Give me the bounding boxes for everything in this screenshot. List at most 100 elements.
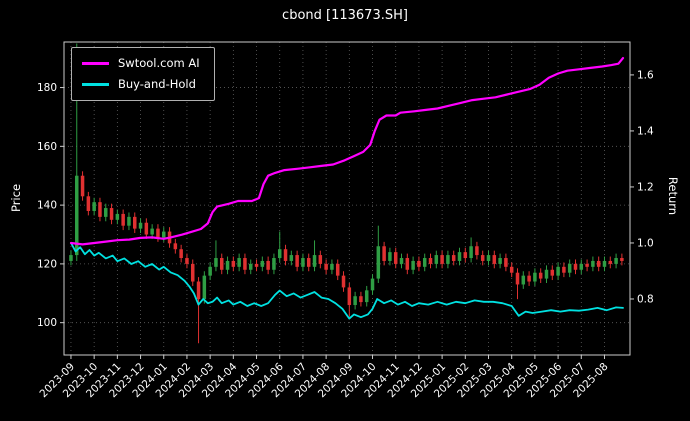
candle-body [237,258,241,267]
candle-body [109,208,114,220]
candle-body [440,255,444,264]
left-tick-label: 100 [37,317,57,329]
candle-body [498,258,502,264]
candle-body [469,246,473,259]
candle-body [370,278,375,291]
candle-body [127,216,131,226]
candle-body [185,258,189,264]
ai-line-swatch [82,61,109,65]
candle-body [359,296,363,303]
legend-label-ai: Swtool.com AI [118,56,200,70]
candle-body [492,255,497,264]
candle-body [428,258,433,264]
candle-body [533,272,537,282]
candle-body [98,202,102,217]
candle-body [190,263,195,282]
plot-border [63,41,631,356]
right-tick-label: 0.8 [637,293,654,305]
candle-body [324,263,328,270]
candle-body [341,275,346,288]
candle-body [411,260,415,270]
candle-body [219,258,224,270]
candle-body [544,269,549,279]
candle-body [266,260,270,270]
candle-body [86,196,91,211]
ai-return-line [69,56,625,246]
candle-body [335,263,340,276]
candle-body [214,258,218,267]
candle-body [272,258,276,270]
candle-body [579,263,584,270]
candle-body [446,255,450,264]
right-tick-label: 1.0 [637,237,654,249]
right-tick-label: 1.6 [637,69,654,81]
candle-body [463,252,468,259]
candle-body [434,255,439,264]
candle-body [156,228,160,238]
candle-body [614,258,618,264]
axis-ticks-and-labels: 1001201401601800.81.01.21.41.62023-09202… [37,69,654,400]
candle-body [289,255,294,261]
legend-label-bh: Buy-and-Hold [118,77,196,91]
candle-body [312,255,317,267]
candle-body [509,266,514,273]
candle-body [538,272,543,279]
candle-body [422,258,427,267]
candle-body [196,281,201,300]
candle-body [306,258,311,267]
candle-body [417,260,421,267]
candle-body [620,258,624,261]
candle-body [567,263,572,273]
candle-body [301,258,305,267]
candle-body [115,213,120,220]
candle-body [562,266,566,273]
candle-body [364,290,369,303]
candle-body [133,216,137,229]
candle-body [405,258,410,270]
candle-body [283,249,288,261]
left-tick-label: 160 [37,141,57,153]
candle-body [527,275,531,282]
candle-body [388,252,392,261]
candle-body [173,243,178,250]
candle-body [150,228,154,235]
buy-and-hold-swatch [82,82,109,86]
candle-body [393,252,398,264]
candle-body [254,263,259,267]
candle-body [248,263,253,270]
buy-and-hold-line [70,242,624,320]
candle-body [504,258,508,267]
candle-body [556,266,560,276]
candle-body [295,255,299,267]
candle-body [202,275,207,300]
candle-body [475,246,479,256]
candle-body [376,246,381,279]
right-tick-label: 1.4 [637,125,654,137]
candle-body [457,252,462,261]
candle-body [260,260,265,267]
candle-body [121,213,125,226]
candle-body [104,208,108,217]
legend-entry-bh: Buy-and-Hold [82,77,200,91]
legend-entry-ai: Swtool.com AI [82,56,200,70]
right-tick-label: 1.2 [637,181,654,193]
candle-body [161,231,166,238]
candle-body [521,275,526,285]
candle-body [330,263,334,270]
candle-body [382,246,386,261]
candle-body [591,260,595,267]
candle-body [486,255,491,261]
candle-body [208,266,212,276]
candle-body [69,255,73,261]
candle-body [347,287,352,306]
candle-body [318,255,323,264]
candle-body [480,255,485,261]
candle-body [596,260,601,267]
candle-body [144,222,149,235]
candle-body [92,202,96,211]
candle-body [225,260,230,270]
candle-body [277,249,282,259]
candle-body [451,255,456,261]
